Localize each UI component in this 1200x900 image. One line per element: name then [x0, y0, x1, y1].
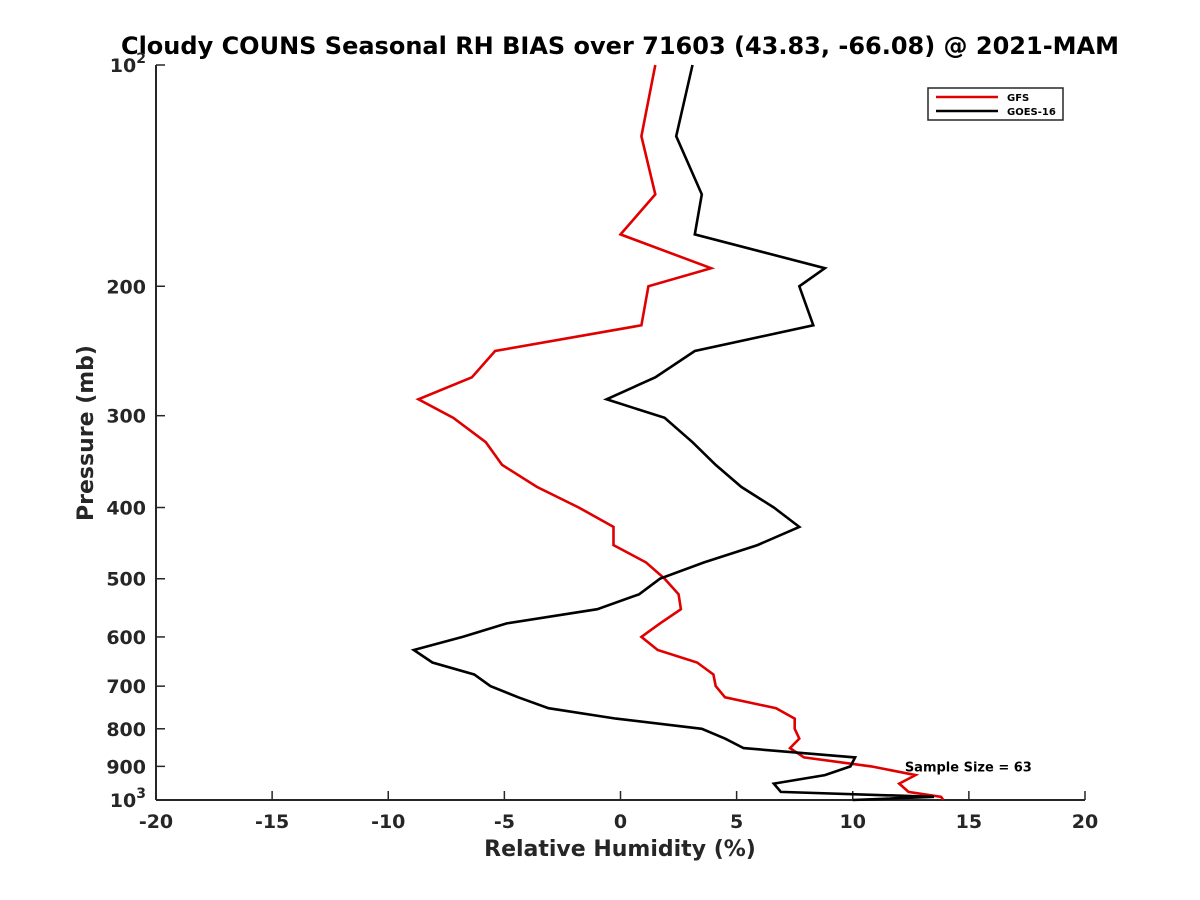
x-axis: -20 -15 -10 -5 0 5 10 15 20: [139, 791, 1098, 833]
y-axis-label: Pressure (mb): [74, 345, 99, 521]
y-tick-label: 700: [106, 676, 146, 698]
x-tick-label: -10: [371, 811, 405, 833]
y-tick-label: 600: [106, 627, 146, 649]
y-tick-label: 103: [110, 786, 146, 812]
y-axis: 102 200 300 400 500 600 700 800 900 103: [106, 51, 165, 812]
y-tick-label: 400: [106, 498, 146, 520]
x-axis-label: Relative Humidity (%): [484, 837, 756, 862]
x-tick-label: 20: [1072, 811, 1098, 833]
x-tick-label: 15: [956, 811, 982, 833]
sample-size-annotation: Sample Size = 63: [905, 760, 1032, 775]
x-tick-label: -5: [494, 811, 515, 833]
x-tick-label: 10: [840, 811, 866, 833]
x-tick-label: -15: [255, 811, 289, 833]
y-tick-label: 200: [106, 276, 146, 298]
x-tick-label: 0: [614, 811, 627, 833]
legend-label-gfs: GFS: [1007, 93, 1029, 104]
plot-area: [155, 65, 1085, 801]
y-tick-label: 300: [106, 406, 146, 428]
legend-label-goes-16: GOES-16: [1007, 107, 1056, 118]
y-tick-label: 800: [106, 719, 146, 741]
y-tick-label: 500: [106, 569, 146, 591]
series-layer: [410, 64, 945, 802]
y-tick-label: 900: [106, 756, 146, 778]
chart-title: Cloudy COUNS Seasonal RH BIAS over 71603…: [121, 32, 1119, 60]
x-tick-label: -20: [139, 811, 173, 833]
x-tick-label: 5: [730, 811, 743, 833]
legend-box: [927, 87, 1064, 121]
legend: GFS GOES-16: [927, 87, 1064, 121]
y-tick-label: 102: [110, 51, 146, 77]
series-line-goes-16: [410, 64, 935, 802]
